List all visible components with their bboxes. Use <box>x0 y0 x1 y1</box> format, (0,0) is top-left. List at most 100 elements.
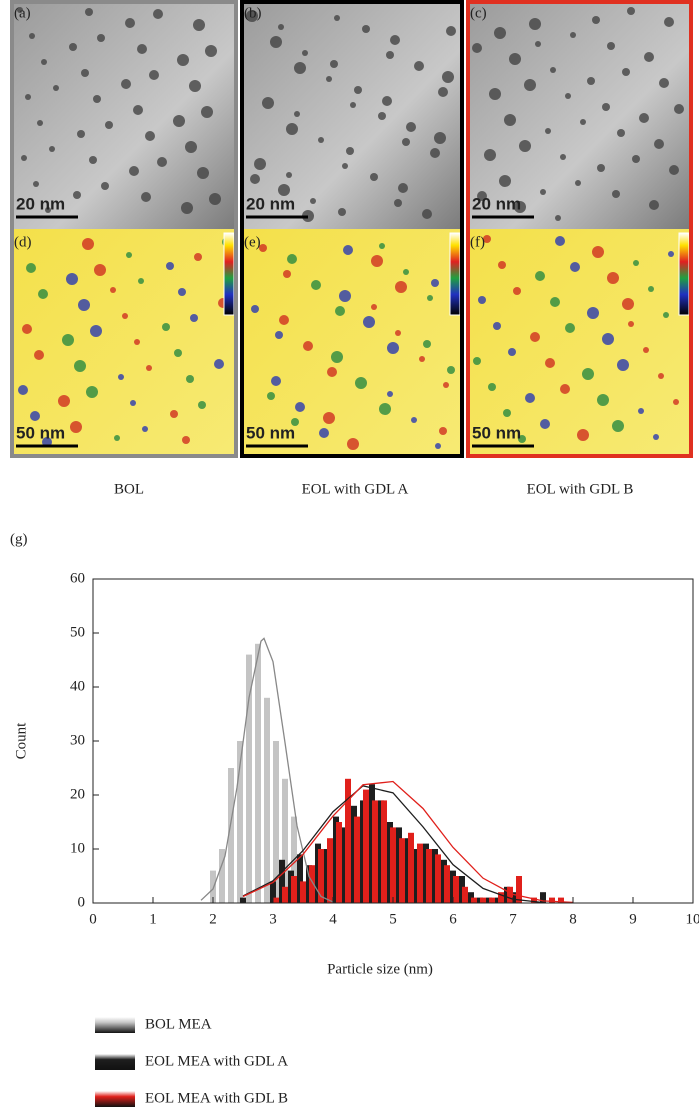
particle <box>607 42 615 50</box>
particle <box>319 428 329 438</box>
particle <box>294 62 306 74</box>
particle <box>294 111 300 117</box>
legend-label: EOL MEA with GDL A <box>145 1053 288 1069</box>
panel-frame <box>466 0 693 458</box>
particle <box>540 419 550 429</box>
particle <box>484 149 496 161</box>
particle <box>668 251 674 257</box>
x-axis-label: Particle size (nm) <box>327 961 433 977</box>
particle <box>197 167 209 179</box>
particle <box>394 199 402 207</box>
particle <box>386 51 394 59</box>
particle <box>427 295 433 301</box>
particle <box>430 148 440 158</box>
particle <box>545 358 555 368</box>
particle <box>447 366 455 374</box>
particle <box>565 323 575 333</box>
particle <box>648 286 654 292</box>
panel-label: (a) <box>14 5 31 21</box>
particle <box>493 322 501 330</box>
particle <box>81 69 89 77</box>
particle <box>674 104 684 114</box>
bar <box>480 897 486 903</box>
particle <box>323 412 335 424</box>
particle <box>525 393 535 403</box>
particle <box>190 314 198 322</box>
bar <box>558 897 564 903</box>
particle <box>271 376 281 386</box>
particle <box>101 182 109 190</box>
x-tick-label: 0 <box>89 911 97 927</box>
particle <box>607 272 619 284</box>
particle <box>205 45 217 57</box>
x-tick-label: 2 <box>209 911 217 927</box>
particle <box>363 316 375 328</box>
particle <box>278 184 290 196</box>
particle <box>402 138 410 146</box>
particle <box>378 112 386 120</box>
particle <box>37 120 43 126</box>
y-tick-label: 60 <box>70 570 85 586</box>
particle <box>94 264 106 276</box>
particle <box>514 201 526 213</box>
particle <box>275 331 283 339</box>
particle <box>347 438 359 450</box>
bar <box>408 832 414 903</box>
x-tick-label: 7 <box>509 911 517 927</box>
particle <box>535 271 545 281</box>
particle <box>419 356 425 362</box>
particle <box>291 418 299 426</box>
particle <box>330 60 338 68</box>
particle <box>38 289 48 299</box>
particle <box>638 408 644 414</box>
bar <box>279 859 285 903</box>
particle <box>632 155 640 163</box>
particle <box>658 373 664 379</box>
particle <box>446 26 456 36</box>
particle <box>114 435 120 441</box>
particle <box>355 377 367 389</box>
particle <box>286 123 298 135</box>
bar <box>531 897 537 903</box>
particle <box>362 25 370 33</box>
particle <box>105 121 113 129</box>
particle <box>639 113 649 123</box>
particle <box>295 402 305 412</box>
particle <box>259 244 267 252</box>
particle <box>488 383 496 391</box>
particle <box>246 10 258 22</box>
particle <box>53 85 59 91</box>
particle <box>550 297 560 307</box>
bar <box>273 741 279 903</box>
particle <box>422 209 432 219</box>
scale-label: 50 nm <box>246 423 295 442</box>
particle <box>664 17 674 27</box>
particle <box>535 41 541 47</box>
particle <box>267 392 275 400</box>
particle <box>166 262 174 270</box>
bar <box>318 849 324 903</box>
particle <box>555 215 561 221</box>
particle <box>278 24 284 30</box>
panel-label: (d) <box>14 234 32 250</box>
particle <box>331 351 343 363</box>
particle <box>335 306 345 316</box>
particle <box>157 157 167 167</box>
particle <box>622 68 630 76</box>
particle <box>371 255 383 267</box>
y-tick-label: 30 <box>70 732 85 748</box>
particle <box>570 262 580 272</box>
particle <box>250 174 260 184</box>
particle <box>509 53 521 65</box>
particle <box>633 260 639 266</box>
particle <box>398 183 408 193</box>
particle <box>162 323 170 331</box>
bar <box>549 897 555 903</box>
bar <box>270 881 276 903</box>
micrograph <box>10 229 238 458</box>
bar <box>462 886 468 903</box>
particle <box>174 349 182 357</box>
particle <box>311 280 321 290</box>
particle <box>587 307 599 319</box>
